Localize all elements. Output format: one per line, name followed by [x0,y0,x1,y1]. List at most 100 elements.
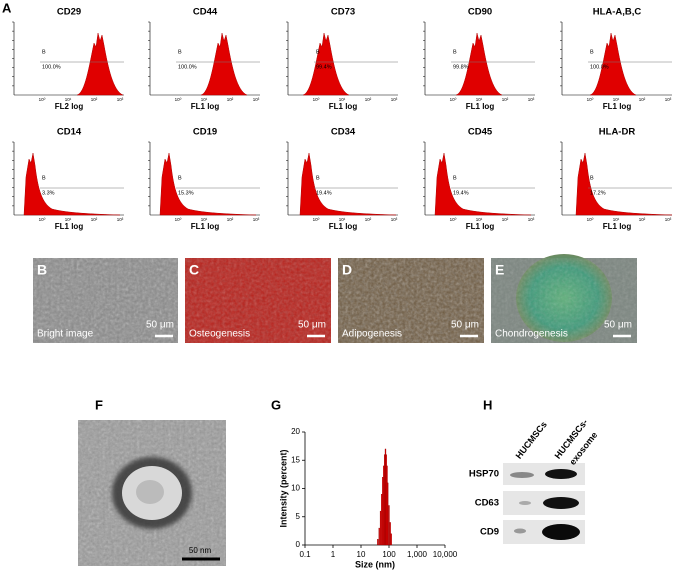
scale-label: 50 μm [451,320,479,331]
x-axis-label: FL2 log [55,102,84,111]
x-tick-label: 0.1 [299,550,311,559]
x-tick-label: 10⁰ [175,97,182,102]
x-tick-label: 10⁰ [587,97,594,102]
gate-percent: 100.0% [42,64,61,70]
x-tick-label: 10⁰ [313,217,320,222]
blot-band [510,472,534,478]
gate-percent: 3.3% [42,190,55,196]
texture [185,258,331,343]
x-axis-label: FL1 log [603,222,632,231]
x-axis-label: FL1 log [329,102,358,111]
x-tick-label: 10² [502,217,509,222]
x-tick-label: 10¹ [613,97,620,102]
x-axis-label: FL1 log [466,222,495,231]
x-tick-label: 10² [365,217,372,222]
x-tick-label: 10,000 [433,550,458,559]
x-axis-label: FL1 log [191,222,220,231]
gate-label: B [316,49,320,55]
x-tick-label: 10 [357,550,366,559]
bar [379,510,382,546]
histogram [76,32,124,96]
x-tick-label: 10⁰ [450,217,457,222]
scale-label: 50 nm [189,546,212,555]
gate-label: B [590,175,594,181]
histogram-title: CD34 [331,127,356,138]
x-tick-label: 10² [639,217,646,222]
bar [378,527,380,546]
x-tick-label: 100 [382,550,396,559]
histogram [200,32,248,96]
panel-label: D [342,262,352,278]
x-tick-label: 10⁰ [175,217,182,222]
y-tick-label: 10 [291,484,300,493]
x-tick-label: 10¹ [201,217,208,222]
x-tick-label: 10¹ [339,97,346,102]
caption: Bright image [37,329,94,340]
histogram-title: CD44 [193,7,218,18]
panel-label: F [95,397,103,412]
scale-label: 50 μm [298,320,326,331]
blot-band [519,501,531,505]
x-tick-label: 10⁰ [587,217,594,222]
histogram [159,152,257,216]
caption: Chondrogenesis [495,329,568,340]
x-tick-label: 10³ [665,217,672,222]
x-axis-label: FL1 log [55,222,84,231]
bar [388,505,390,546]
scale-label: 50 μm [146,320,174,331]
x-tick-label: 10³ [528,97,535,102]
histogram [299,152,397,216]
gate-percent: 99.4% [316,64,332,70]
histogram-title: CD45 [468,127,493,138]
x-tick-label: 10¹ [201,97,208,102]
x-tick-label: 10² [502,97,509,102]
bar [377,539,379,546]
histogram [23,152,121,216]
x-tick-label: 10³ [117,97,124,102]
histogram-title: CD19 [193,127,217,138]
blot-band [543,497,579,509]
gate-label: B [453,49,457,55]
panel-label: C [189,262,199,278]
row-label: CD63 [475,498,499,509]
gate-percent: 100.0% [590,64,609,70]
y-tick-label: 5 [296,512,301,521]
gate-label: B [42,49,46,55]
gate-label: B [178,49,182,55]
x-tick-label: 10³ [253,97,260,102]
histogram-title: CD14 [57,127,82,138]
gate-percent: 99.8% [453,64,469,70]
x-tick-label: 10² [639,97,646,102]
texture [491,258,637,343]
histogram-title: CD29 [57,7,81,18]
scale-label: 50 μm [604,320,632,331]
panel-label: A [2,0,12,15]
x-tick-label: 10⁰ [313,97,320,102]
histogram-title: CD73 [331,7,355,18]
x-tick-label: 10³ [528,217,535,222]
gate-label: B [453,175,457,181]
x-axis-label: FL1 log [603,102,632,111]
column-label: HUCMSCs [514,419,549,460]
x-tick-label: 10² [227,97,234,102]
texture [338,258,484,343]
histogram [575,152,673,216]
gate-percent: 19.4% [453,190,469,196]
x-tick-label: 10³ [253,217,260,222]
x-axis-label: FL1 log [191,102,220,111]
exosome-core [136,480,164,504]
caption: Osteogenesis [189,329,250,340]
x-tick-label: 1,000 [407,550,428,559]
blot-band [545,469,577,479]
blot-band [514,528,526,534]
x-tick-label: 10³ [117,217,124,222]
micrographs [33,254,637,566]
x-tick-label: 10² [91,217,98,222]
gate-label: B [178,175,182,181]
x-tick-label: 10² [91,97,98,102]
gate-label: B [316,175,320,181]
bar [389,522,391,546]
bar [390,533,392,546]
row-label: HSP70 [469,469,499,480]
